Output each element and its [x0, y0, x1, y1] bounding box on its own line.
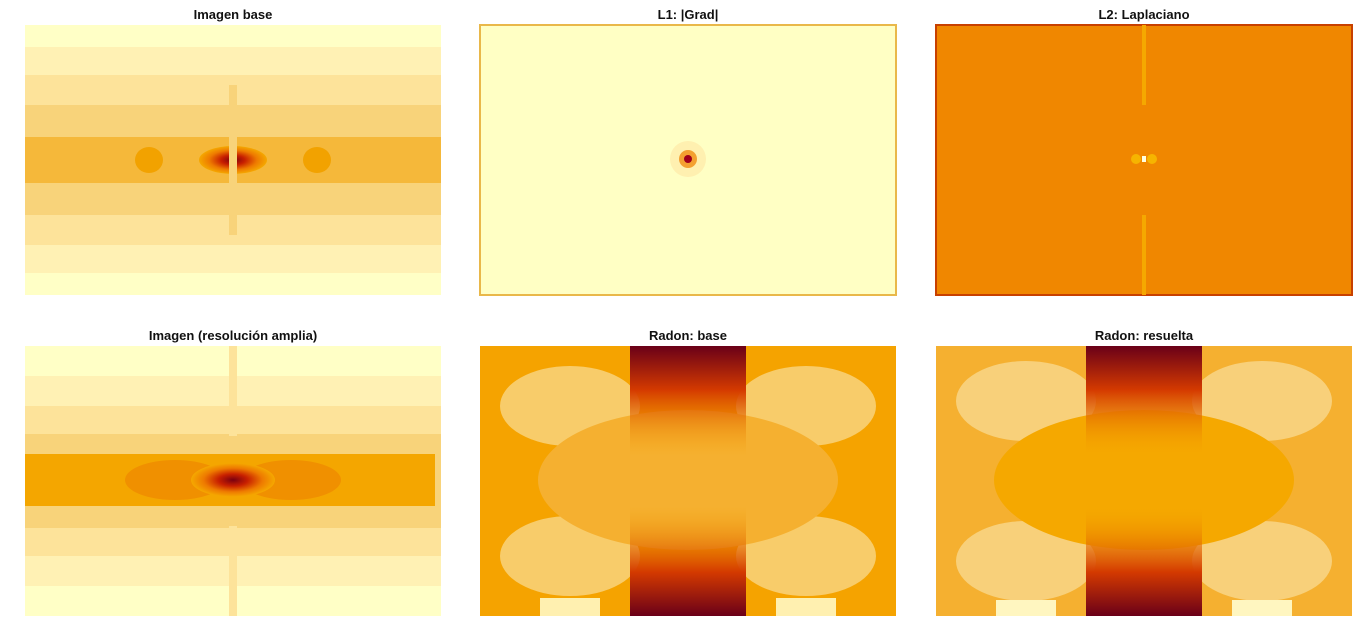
panel-title: Imagen base: [194, 7, 273, 22]
heatmap-image: [935, 24, 1353, 296]
heatmap-image: [480, 346, 896, 616]
panel-title: L1: |Grad|: [658, 7, 719, 22]
panel-title: L2: Laplaciano: [1098, 7, 1189, 22]
heatmap-image: [25, 346, 441, 616]
heatmap-image: [479, 24, 897, 296]
panel-title: Imagen (resolución amplia): [149, 328, 317, 343]
heatmap-image: [25, 25, 441, 295]
panel-title: Radon: resuelta: [1095, 328, 1194, 343]
panel-title: Radon: base: [649, 328, 727, 343]
heatmap-image: [936, 346, 1352, 616]
